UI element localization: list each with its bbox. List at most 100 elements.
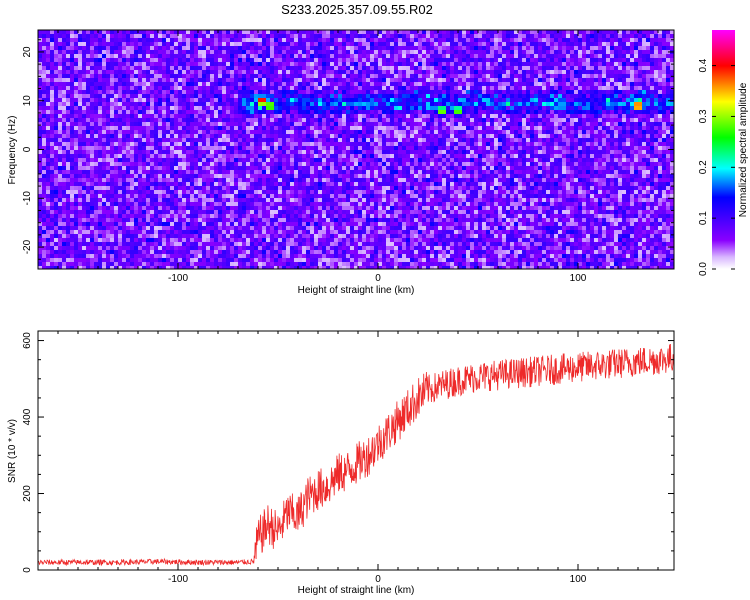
heatmap-cell [514, 138, 519, 143]
heatmap-cell [510, 90, 515, 95]
heatmap-cell [42, 126, 47, 131]
heatmap-cell [302, 122, 307, 127]
heatmap-cell [566, 142, 571, 147]
heatmap-cell [242, 74, 247, 79]
heatmap-cell [98, 118, 103, 123]
heatmap-cell [530, 106, 535, 111]
heatmap-cell [554, 130, 559, 135]
heatmap-cell [430, 98, 435, 103]
heatmap-cell [458, 78, 463, 83]
heatmap-cell [262, 46, 267, 51]
heatmap-cell [454, 134, 459, 139]
heatmap-cell [286, 94, 291, 99]
heatmap-cell [346, 90, 351, 95]
heatmap-cell [110, 50, 115, 55]
heatmap-cell [442, 110, 447, 115]
heatmap-cell [450, 94, 455, 99]
heatmap-cell [462, 42, 467, 47]
heatmap-cell [210, 38, 215, 43]
heatmap-cell [374, 130, 379, 135]
heatmap-cell [526, 106, 531, 111]
heatmap-cell [82, 78, 87, 83]
heatmap-cell [222, 54, 227, 59]
heatmap-cell [338, 62, 343, 67]
heatmap-cell [390, 138, 395, 143]
heatmap-cell [630, 70, 635, 75]
heatmap-cell [554, 38, 559, 43]
heatmap-cell [358, 130, 363, 135]
heatmap-cell [158, 154, 163, 159]
heatmap-cell [610, 74, 615, 79]
heatmap-cell [394, 138, 399, 143]
heatmap-cell [294, 74, 299, 79]
heatmap-cell [322, 62, 327, 67]
heatmap-cell [638, 130, 643, 135]
heatmap-cell [562, 106, 567, 111]
heatmap-cell [474, 66, 479, 71]
heatmap-cell [298, 122, 303, 127]
heatmap-cell [122, 118, 127, 123]
heatmap-cell [302, 134, 307, 139]
heatmap-cell [594, 98, 599, 103]
heatmap-cell [74, 110, 79, 115]
heatmap-cell [170, 110, 175, 115]
heatmap-cell [622, 94, 627, 99]
heatmap-cell [358, 146, 363, 151]
heatmap-cell [650, 34, 655, 39]
heatmap-cell [366, 134, 371, 139]
heatmap-cell [50, 142, 55, 147]
heatmap-cell [158, 138, 163, 143]
heatmap-cell [514, 102, 519, 107]
heatmap-cell [430, 118, 435, 123]
heatmap-cell [318, 142, 323, 147]
heatmap-cell [410, 62, 415, 67]
heatmap-cell [362, 94, 367, 99]
heatmap-cell [210, 110, 215, 115]
heatmap-cell [178, 146, 183, 151]
heatmap-cell [426, 58, 431, 63]
heatmap-cell [462, 130, 467, 135]
heatmap-cell [166, 130, 171, 135]
heatmap-cell [218, 58, 223, 63]
heatmap-cell [54, 126, 59, 131]
heatmap-cell [622, 86, 627, 91]
heatmap-cell [650, 146, 655, 151]
heatmap-cell [670, 30, 674, 35]
heatmap-cell [662, 98, 667, 103]
heatmap-cell [598, 118, 603, 123]
heatmap-cell [270, 42, 275, 47]
heatmap-cell [42, 110, 47, 115]
heatmap-cell [234, 46, 239, 51]
heatmap-cell [222, 70, 227, 75]
heatmap-cell [126, 142, 131, 147]
heatmap-cell [62, 90, 67, 95]
heatmap-cell [586, 130, 591, 135]
heatmap-cell [658, 86, 663, 91]
heatmap-cell [330, 98, 335, 103]
heatmap-cell [470, 98, 475, 103]
heatmap-cell [254, 98, 259, 103]
heatmap-cell [142, 62, 147, 67]
heatmap-cell [94, 46, 99, 51]
heatmap-cell [198, 146, 203, 151]
heatmap-cell [74, 94, 79, 99]
heatmap-cell [434, 114, 439, 119]
heatmap-cell [194, 82, 199, 87]
heatmap-cell [554, 138, 559, 143]
heatmap-cell [374, 90, 379, 95]
heatmap-cell [222, 42, 227, 47]
heatmap-cell [190, 122, 195, 127]
heatmap-cell [182, 38, 187, 43]
heatmap-cell [410, 102, 415, 107]
heatmap-cell [618, 34, 623, 39]
heatmap-cell [446, 102, 451, 107]
heatmap-cell [434, 126, 439, 131]
heatmap-cell [238, 98, 243, 103]
heatmap-cell [546, 30, 551, 35]
heatmap-cell [234, 58, 239, 63]
heatmap-cell [106, 46, 111, 51]
heatmap-cell [526, 134, 531, 139]
heatmap-cell [286, 134, 291, 139]
heatmap-cell [470, 82, 475, 87]
heatmap-cell [466, 38, 471, 43]
